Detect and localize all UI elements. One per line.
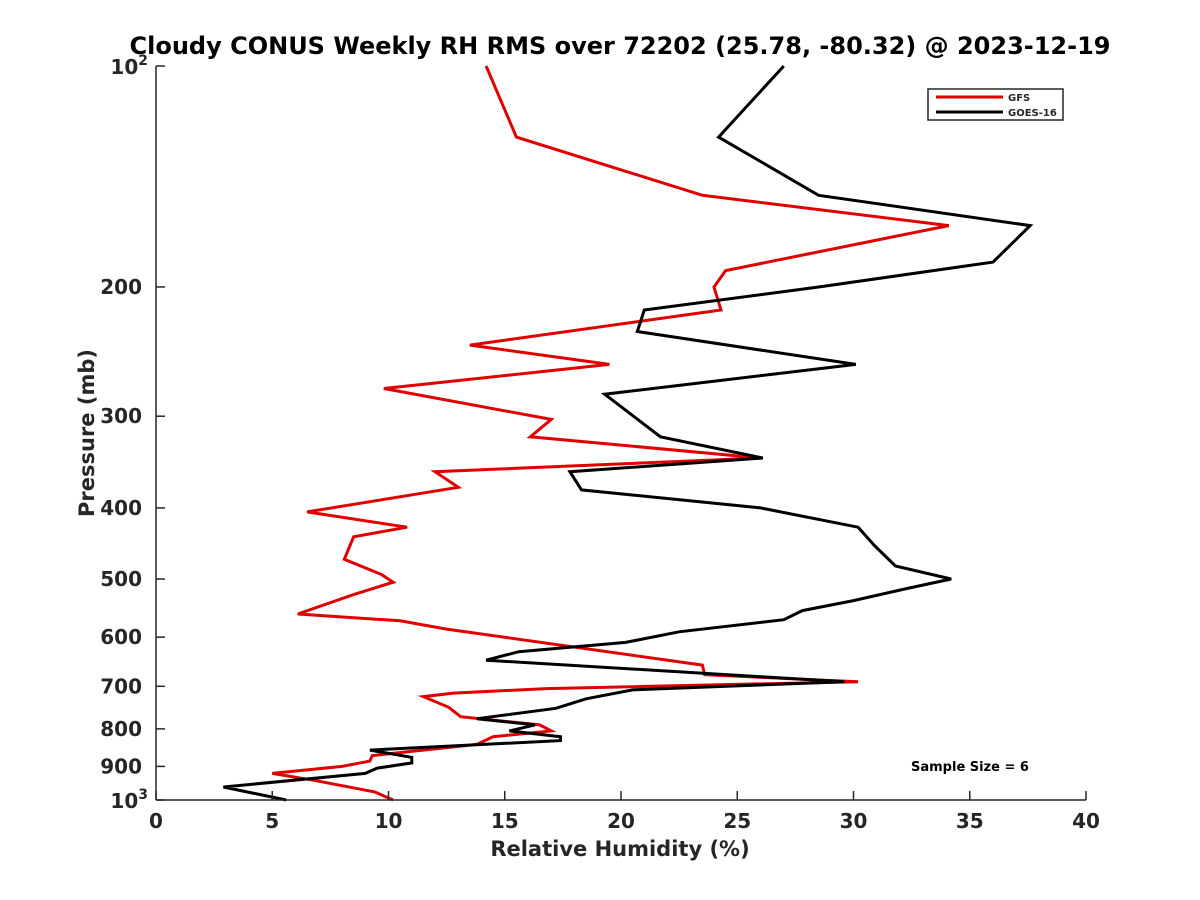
axes-layer: 0 5 10 15 20 25 30 35 40 102 200 300 400 500 600 700 800… — [100, 53, 1100, 833]
sample-size-annotation: Sample Size = 6 — [911, 760, 1029, 775]
legend: GFS GOES-16 — [927, 88, 1064, 121]
chart-title: Cloudy CONUS Weekly RH RMS over 72202 (2… — [130, 32, 1111, 60]
y-tick-label: 300 — [100, 404, 142, 428]
x-tick-label: 5 — [265, 809, 279, 833]
y-tick-label: 102 — [110, 53, 148, 79]
y-tick-label: 900 — [100, 754, 142, 778]
legend-label: GOES-16 — [1008, 108, 1057, 119]
y-tick-label: 800 — [100, 717, 142, 741]
x-tick-label: 0 — [149, 809, 163, 833]
x-tick-label: 35 — [956, 809, 984, 833]
y-tick-label: 400 — [100, 496, 142, 520]
y-axis-label: Pressure (mb) — [75, 349, 99, 517]
x-tick-label: 25 — [723, 809, 751, 833]
y-tick-label: 200 — [100, 275, 142, 299]
series-layer — [223, 64, 1034, 802]
x-tick-label: 40 — [1072, 809, 1100, 833]
y-tick-label: 103 — [110, 787, 148, 813]
x-axis-label: Relative Humidity (%) — [490, 837, 749, 861]
y-tick-label: 500 — [100, 567, 142, 591]
y-tick-label: 700 — [100, 674, 142, 698]
y-tick-label: 600 — [100, 625, 142, 649]
x-tick-label: 30 — [840, 809, 868, 833]
x-tick-label: 20 — [607, 809, 635, 833]
series-line-gfs — [272, 65, 950, 802]
series-line-goes-16 — [223, 64, 1034, 802]
x-tick-label: 10 — [375, 809, 403, 833]
legend-label: GFS — [1008, 93, 1030, 104]
legend-box — [927, 88, 1064, 121]
x-tick-label: 15 — [491, 809, 519, 833]
